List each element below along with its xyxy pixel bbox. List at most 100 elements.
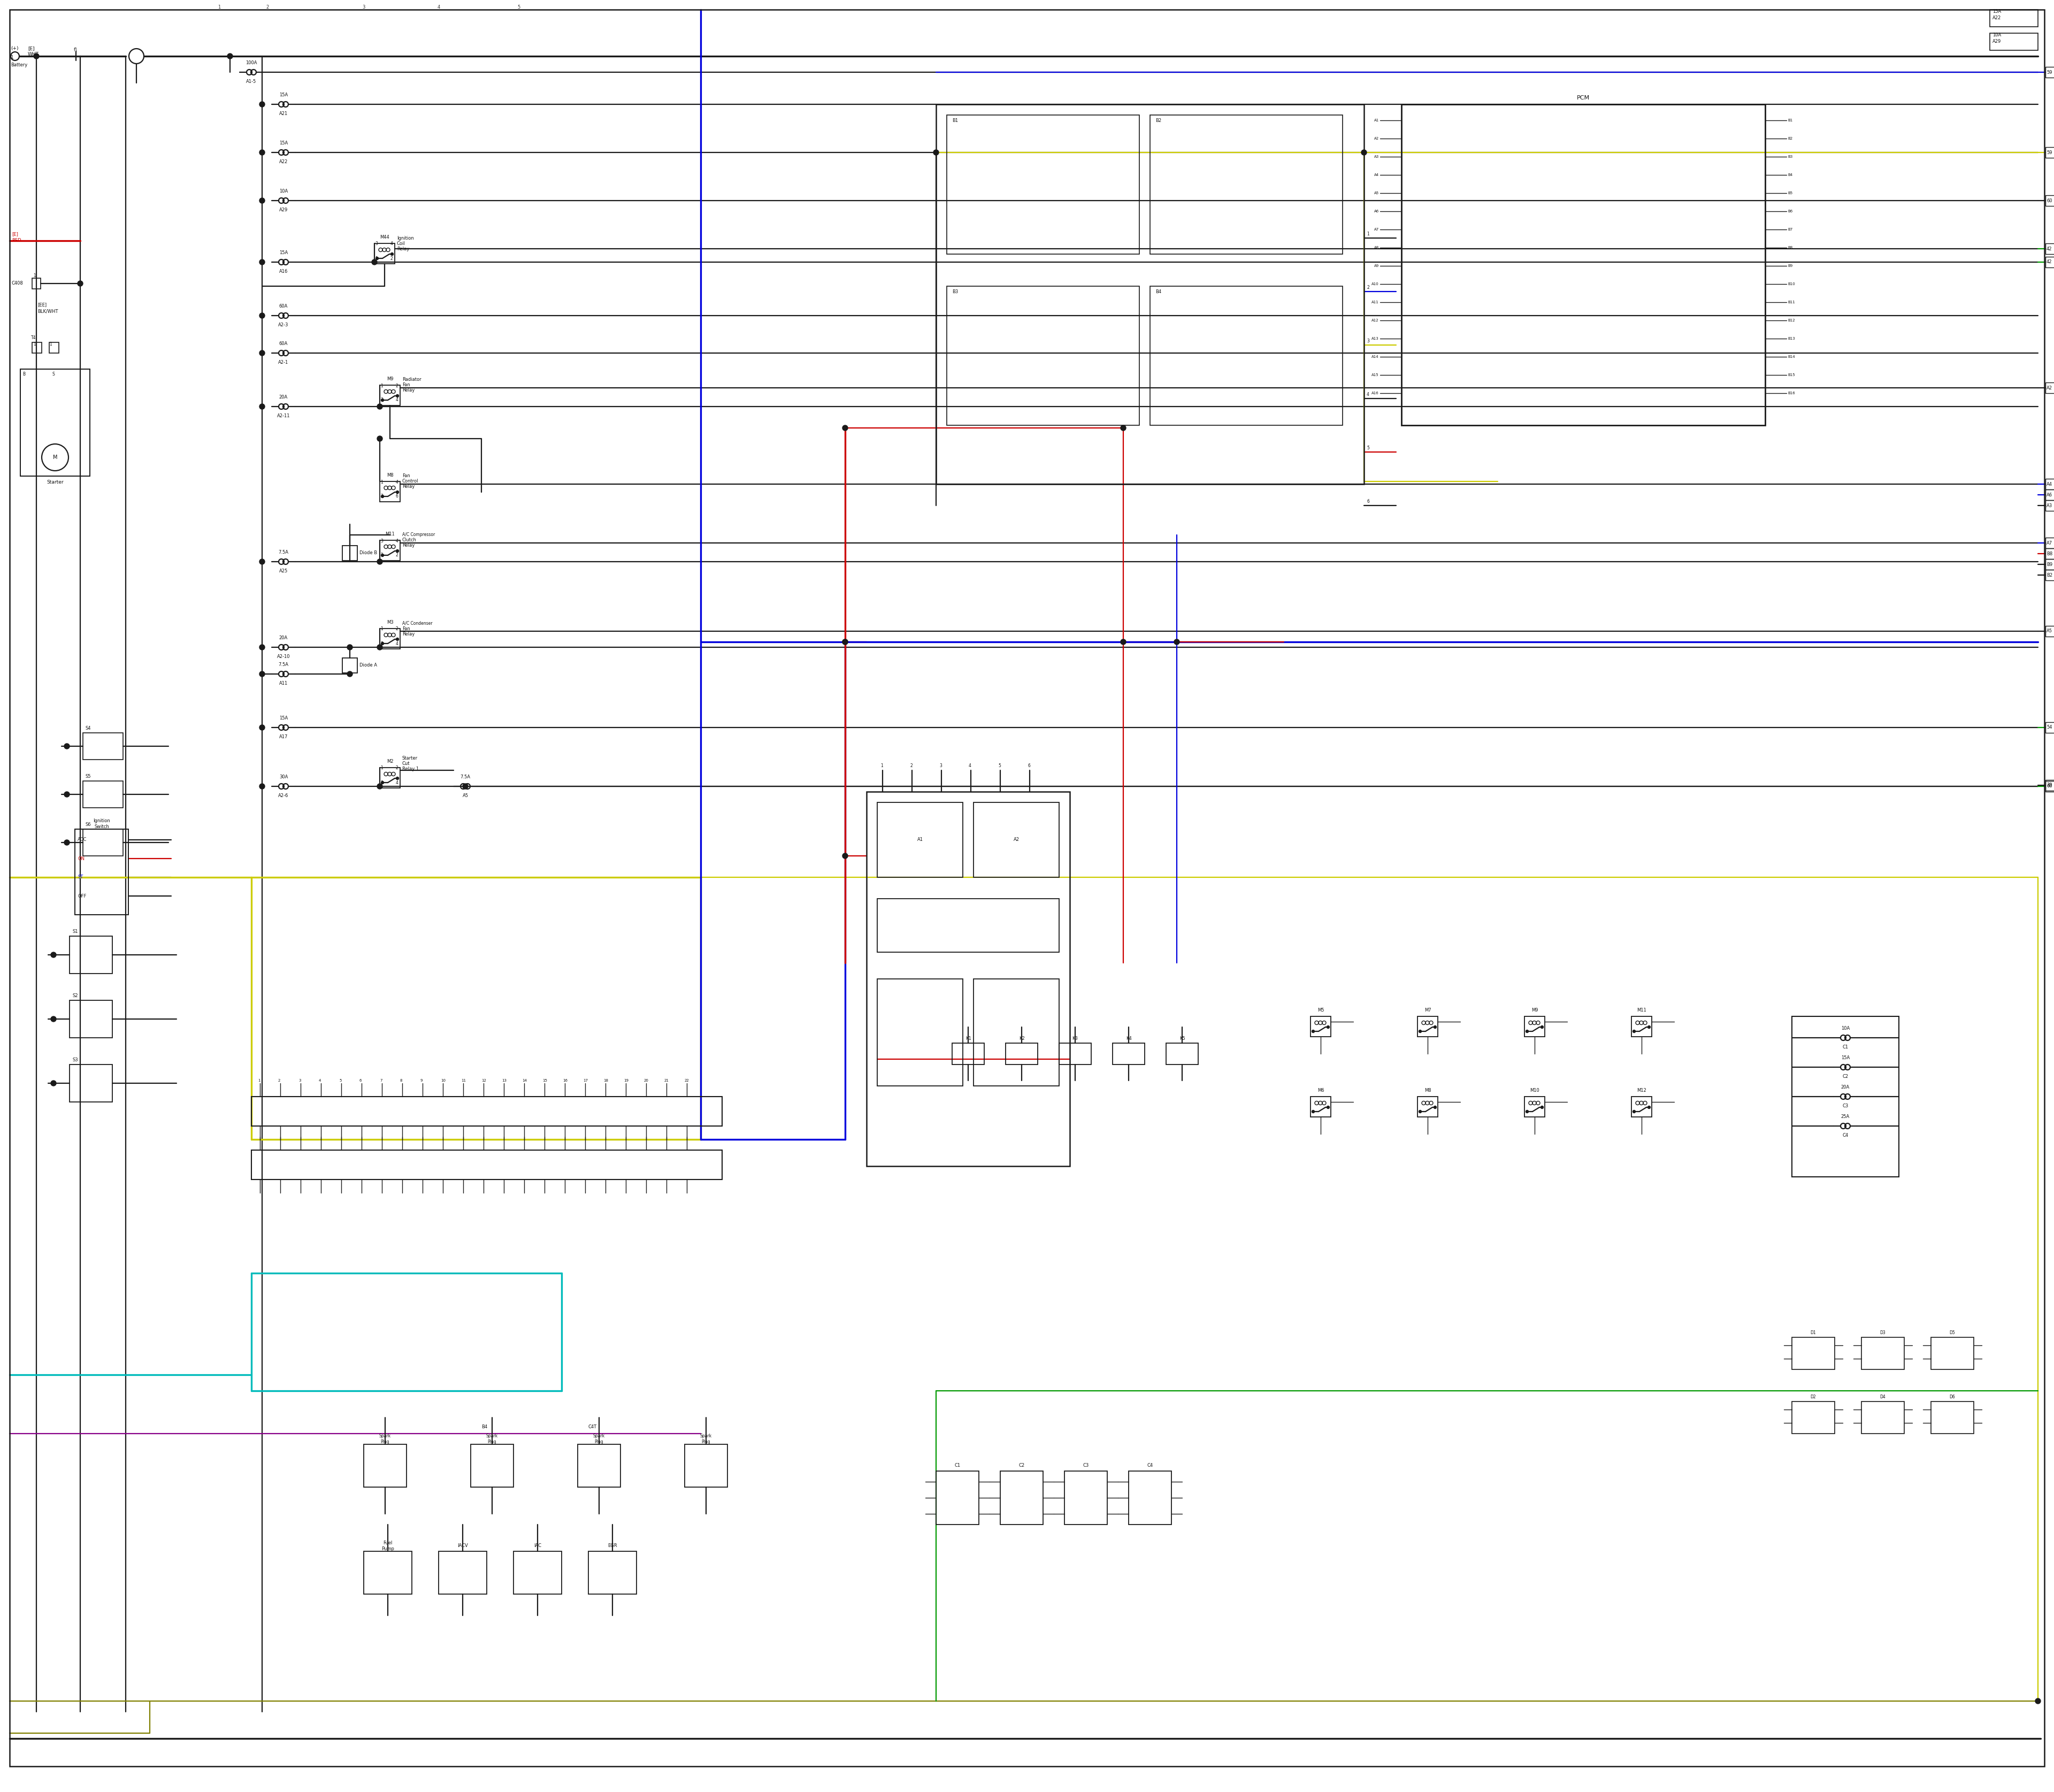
Text: B4: B4	[1787, 174, 1793, 177]
Text: Cut: Cut	[403, 762, 411, 765]
Text: A7: A7	[2046, 541, 2052, 545]
Bar	[2046, 66, 2054, 77]
Text: K4: K4	[1126, 1036, 1132, 1041]
Text: B4: B4	[481, 1425, 487, 1430]
Bar	[2046, 489, 2054, 500]
Text: 6: 6	[1027, 763, 1031, 769]
Text: 1: 1	[380, 383, 382, 389]
Circle shape	[396, 394, 398, 398]
Circle shape	[347, 672, 353, 677]
Text: [EE]: [EE]	[37, 303, 47, 306]
Text: 30A: 30A	[279, 774, 288, 780]
Text: 1: 1	[380, 627, 382, 631]
Text: A2-3: A2-3	[277, 323, 290, 328]
Bar	[1791, 1337, 1834, 1369]
Text: 14: 14	[522, 1079, 526, 1082]
Bar	[1791, 1401, 1834, 1434]
Text: S1: S1	[72, 930, 78, 934]
Text: 15: 15	[542, 1079, 546, 1082]
Bar	[1631, 1016, 1651, 1038]
Circle shape	[1175, 640, 1179, 645]
Text: A9: A9	[1374, 263, 1378, 267]
Text: [E]: [E]	[12, 231, 18, 237]
Bar	[380, 767, 401, 788]
Text: Coil: Coil	[396, 240, 405, 246]
Text: Starter: Starter	[47, 480, 64, 486]
Bar	[2046, 195, 2054, 206]
Text: D2: D2	[1810, 1394, 1816, 1400]
Text: 2: 2	[396, 765, 398, 771]
Text: 4: 4	[390, 242, 392, 246]
Circle shape	[259, 559, 265, 564]
Text: Relay 1: Relay 1	[403, 767, 419, 771]
Text: 1: 1	[33, 342, 35, 348]
Bar	[2046, 722, 2054, 733]
Circle shape	[1540, 1025, 1543, 1029]
Text: EGR: EGR	[608, 1543, 616, 1548]
Circle shape	[396, 638, 398, 640]
Circle shape	[64, 792, 70, 797]
Text: Spark
Plug: Spark Plug	[594, 1434, 606, 1444]
Text: M3: M3	[386, 620, 392, 625]
Text: 21: 21	[663, 1079, 670, 1082]
Text: D4: D4	[1879, 1394, 1886, 1400]
Bar	[1401, 104, 1764, 425]
Bar	[49, 342, 60, 353]
Text: ST: ST	[78, 874, 82, 880]
Text: K3: K3	[1072, 1036, 1078, 1041]
Text: 2: 2	[1366, 285, 1370, 290]
Text: 1: 1	[380, 554, 382, 557]
Bar	[1524, 1097, 1545, 1116]
Bar	[343, 658, 357, 674]
Text: 20A: 20A	[1840, 1084, 1851, 1090]
Text: 60: 60	[2046, 199, 2052, 202]
Bar	[1128, 1471, 1171, 1525]
Text: 17: 17	[583, 1079, 587, 1082]
Text: ACC: ACC	[78, 837, 86, 842]
Text: A/C Condenser: A/C Condenser	[403, 620, 433, 625]
Text: 100A: 100A	[246, 61, 257, 65]
Text: B: B	[23, 373, 25, 376]
Text: B2: B2	[2046, 573, 2052, 577]
Bar	[2046, 548, 2054, 559]
Circle shape	[1121, 425, 1126, 430]
Text: 2: 2	[396, 383, 398, 389]
Text: Spark
Plug: Spark Plug	[380, 1434, 390, 1444]
Circle shape	[259, 151, 265, 156]
Circle shape	[259, 672, 265, 677]
Text: A12: A12	[1372, 319, 1378, 323]
Text: 3: 3	[376, 242, 378, 246]
Circle shape	[1121, 640, 1126, 645]
Text: A6: A6	[1374, 210, 1378, 213]
Bar	[684, 1444, 727, 1487]
Text: 5: 5	[998, 763, 1000, 769]
Bar	[953, 1043, 984, 1064]
Bar	[82, 781, 123, 808]
Text: A1-5: A1-5	[246, 79, 257, 84]
Text: 4: 4	[396, 780, 398, 785]
Text: 3: 3	[1366, 339, 1370, 342]
Text: A21: A21	[279, 111, 288, 116]
Text: A2: A2	[1013, 837, 1019, 842]
Text: M11: M11	[386, 532, 394, 536]
Circle shape	[842, 640, 848, 645]
Text: C2: C2	[1842, 1073, 1849, 1079]
Bar	[2046, 625, 2054, 636]
Text: C4: C4	[1146, 1464, 1152, 1468]
Circle shape	[396, 491, 398, 493]
Text: B7: B7	[1787, 228, 1793, 231]
Text: B9: B9	[2046, 563, 2052, 566]
Circle shape	[378, 435, 382, 441]
Text: 2: 2	[390, 256, 392, 262]
Text: A13: A13	[1372, 337, 1378, 340]
Text: A2-10: A2-10	[277, 654, 290, 659]
Text: Ignition
Switch: Ignition Switch	[92, 819, 111, 830]
Text: B4: B4	[1154, 289, 1161, 294]
Bar	[2046, 256, 2054, 267]
Circle shape	[64, 840, 70, 846]
Circle shape	[382, 642, 384, 645]
Bar	[1417, 1097, 1438, 1116]
Text: 10A: 10A	[279, 188, 288, 194]
Text: 4: 4	[438, 5, 440, 11]
Circle shape	[396, 778, 398, 780]
